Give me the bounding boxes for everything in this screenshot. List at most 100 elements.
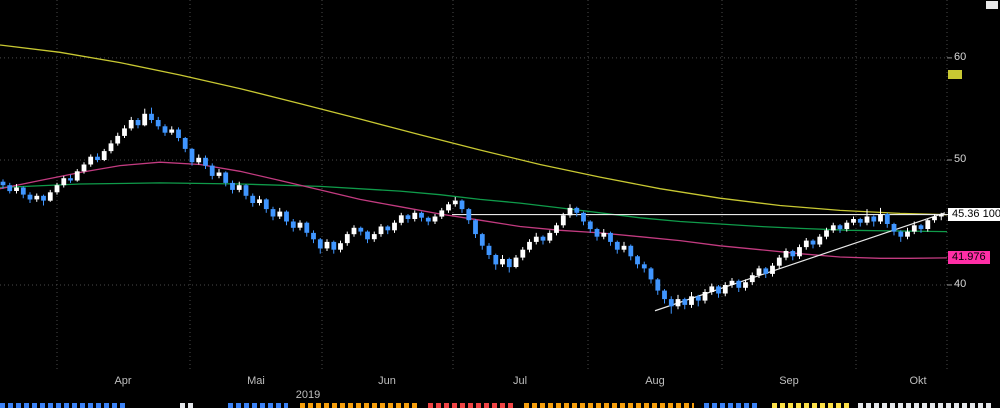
candle-down xyxy=(263,199,269,210)
clipped-text-segment xyxy=(300,403,418,408)
candle-down xyxy=(149,113,154,120)
candle-up xyxy=(844,222,850,229)
x-axis-label-jul: Jul xyxy=(512,375,528,387)
candle-down xyxy=(918,225,924,230)
candle-up xyxy=(878,214,883,222)
candle-down xyxy=(574,207,580,213)
candle-down xyxy=(135,120,141,126)
candle-down xyxy=(736,280,742,288)
candle-down xyxy=(493,255,499,265)
candle-down xyxy=(209,165,215,176)
candle-down xyxy=(358,227,364,232)
candle-down xyxy=(243,185,249,196)
candle-down xyxy=(317,239,323,249)
candle-down xyxy=(716,286,721,294)
y-axis-tick-60: 60 xyxy=(954,51,967,63)
candle-up xyxy=(601,232,607,237)
candle-up xyxy=(216,172,222,176)
x-axis-label-apr: Apr xyxy=(114,375,132,387)
candle-down xyxy=(425,217,431,222)
candle-down xyxy=(331,241,337,250)
candle-up xyxy=(702,292,708,301)
candle-down xyxy=(270,209,276,217)
candle-up xyxy=(412,212,418,219)
candle-down xyxy=(284,211,289,222)
clipped-text-segment xyxy=(428,403,514,408)
candle-up xyxy=(432,216,438,222)
candle-down xyxy=(695,296,701,301)
candle-up xyxy=(830,225,836,231)
candle-up xyxy=(749,275,755,283)
candle-up xyxy=(817,236,823,245)
candle-down xyxy=(365,231,370,240)
candle-up xyxy=(925,220,931,229)
candle-down xyxy=(648,268,654,280)
candle-up xyxy=(169,129,175,133)
candle-down xyxy=(311,232,316,240)
candle-up xyxy=(344,234,350,244)
candle-up xyxy=(743,282,748,288)
candle-down xyxy=(203,157,208,166)
candle-down xyxy=(0,181,6,186)
candle-down xyxy=(189,148,195,163)
candle-down xyxy=(662,290,667,300)
candle-down xyxy=(857,219,863,223)
candle-down xyxy=(641,264,647,269)
candle-up xyxy=(938,214,944,217)
candle-up xyxy=(567,207,573,216)
candle-up xyxy=(864,216,870,223)
clipped-text-segment xyxy=(180,403,194,408)
candle-up xyxy=(14,187,19,191)
candle-down xyxy=(290,221,296,228)
candle-up xyxy=(378,226,384,235)
candle-up xyxy=(439,210,445,217)
x-axis-label-aug: Aug xyxy=(645,375,665,387)
candle-up xyxy=(392,222,397,231)
candle-down xyxy=(385,226,391,231)
candle-down xyxy=(763,268,769,274)
candle-down xyxy=(95,156,100,160)
candle-down xyxy=(162,126,168,133)
candle-up xyxy=(554,225,559,233)
clipped-text-segment xyxy=(772,403,850,408)
candle-up xyxy=(783,251,789,258)
candle-down xyxy=(27,194,33,200)
candle-up xyxy=(527,241,532,250)
candle-up xyxy=(88,156,94,165)
white-corner-marker xyxy=(986,1,998,9)
x-axis-label-jun: Jun xyxy=(378,375,396,387)
candle-down xyxy=(7,185,13,192)
candle-up xyxy=(932,216,937,221)
x-axis-label-sep: Sep xyxy=(779,375,799,387)
candle-down xyxy=(176,129,181,138)
candle-down xyxy=(898,231,904,237)
candle-up xyxy=(446,204,451,211)
candle-up xyxy=(911,225,917,232)
candle-up xyxy=(797,247,802,257)
candle-up xyxy=(108,143,114,152)
candle-up xyxy=(500,259,505,265)
candle-down xyxy=(790,251,796,257)
moving-average-yellow xyxy=(0,44,948,216)
candle-up xyxy=(621,245,627,250)
clipped-text-segment xyxy=(524,403,694,408)
candle-down xyxy=(155,120,161,127)
candle-down xyxy=(419,212,424,218)
x-axis-label-okt: Okt xyxy=(909,375,927,387)
candle-down xyxy=(479,234,485,246)
candle-down xyxy=(230,182,235,190)
yellow-axis-handle[interactable] xyxy=(948,70,962,79)
candle-up xyxy=(729,280,735,285)
candle-up xyxy=(324,241,330,249)
candle-down xyxy=(884,214,890,224)
candle-down xyxy=(837,225,843,230)
candle-up xyxy=(560,215,566,226)
candle-down xyxy=(459,200,465,210)
candle-up xyxy=(905,231,910,237)
candle-up xyxy=(513,257,519,267)
x-axis-label-mai: Mai xyxy=(247,375,265,387)
candle-down xyxy=(466,209,472,221)
candle-down xyxy=(486,245,492,255)
